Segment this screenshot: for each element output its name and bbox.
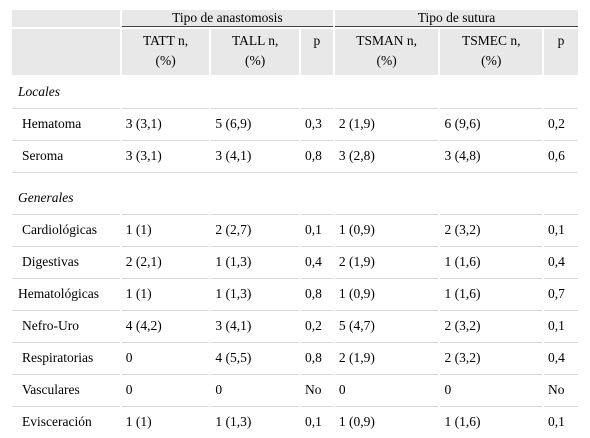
table-row: Evisceración 1 (1) 1 (1,3) 0,1 1 (0,9) 1… (12, 406, 578, 436)
cell-tatt: 2 (2,1) (121, 246, 210, 276)
table-row: Hematoma 3 (3,1) 5 (6,9) 0,3 2 (1,9) 6 (… (12, 108, 578, 138)
row-label: Nefro-Uro (12, 310, 120, 340)
col-header-p1: p (300, 29, 333, 75)
cell-p2: 0,2 (544, 108, 578, 138)
header-label-blank (12, 29, 120, 75)
table-row: Hematológicas 1 (1) 1 (1,3) 0,8 1 (0,9) … (12, 278, 578, 308)
cell-tsmec: 0 (440, 374, 543, 404)
table-row: Vasculares 0 0 No 0 0 No (12, 374, 578, 404)
cell-p1: 0,4 (300, 246, 333, 276)
row-label: Hematológicas (12, 278, 120, 308)
header-group-sutura: Tipo de sutura (334, 10, 578, 27)
row-label: Vasculares (12, 374, 120, 404)
col-header-tsmec-line1: TSMEC n, (462, 33, 521, 48)
header-group-row: Tipo de anastomosis Tipo de sutura (12, 10, 578, 27)
cell-p1: 0,8 (300, 342, 333, 372)
header-column-row: TATT n, (%) TALL n, (%) p TSMAN n, (%) TSME… (12, 29, 578, 75)
cell-tsmec: 1 (1,6) (440, 246, 543, 276)
col-header-tsman-line1: TSMAN n, (356, 33, 418, 48)
cell-tatt: 3 (3,1) (121, 108, 210, 138)
section-title: Generales (18, 189, 74, 205)
table-row: Nefro-Uro 4 (4,2) 3 (4,1) 0,2 5 (4,7) 2 … (12, 310, 578, 340)
cell-p1: 0,8 (300, 278, 333, 308)
cell-p2: 0,4 (544, 342, 578, 372)
col-header-tall-line1: TALL n, (231, 33, 279, 48)
cell-tall: 1 (1,3) (211, 406, 299, 436)
table-row: Cardiológicas 1 (1) 2 (2,7) 0,1 1 (0,9) … (12, 214, 578, 244)
header-group-anastomosis: Tipo de anastomosis (121, 10, 333, 27)
header-corner (12, 10, 120, 27)
table-row: Respiratorias 0 4 (5,5) 0,8 2 (1,9) 2 (3… (12, 342, 578, 372)
col-header-tsman: TSMAN n, (%) (334, 29, 439, 75)
col-header-tsmec: TSMEC n, (%) (440, 29, 543, 75)
cell-tall: 5 (6,9) (211, 108, 299, 138)
cell-p1: No (300, 374, 333, 404)
section-header-generales: Generales (12, 183, 578, 212)
col-header-tsman-line2: (%) (376, 53, 397, 68)
col-header-tsmec-line2: (%) (481, 53, 502, 68)
cell-tall: 0 (211, 374, 299, 404)
cell-tsmec: 6 (9,6) (440, 108, 543, 138)
col-header-tall: TALL n, (%) (211, 29, 299, 75)
cell-tatt: 0 (121, 374, 210, 404)
cell-tsman: 2 (1,9) (334, 246, 439, 276)
cell-p2: 0,4 (544, 246, 578, 276)
cell-tsman: 5 (4,7) (334, 310, 439, 340)
row-label: Seroma (12, 140, 120, 170)
cell-p1: 0,8 (300, 140, 333, 170)
table-row: Digestivas 2 (2,1) 1 (1,3) 0,4 2 (1,9) 1… (12, 246, 578, 276)
row-label: Hematoma (12, 108, 120, 138)
cell-p1: 0,1 (300, 214, 333, 244)
cell-tsman: 1 (0,9) (334, 214, 439, 244)
spacer-row (12, 172, 578, 181)
cell-tall: 1 (1,3) (211, 278, 299, 308)
col-header-tatt-line2: (%) (155, 53, 176, 68)
cell-tsman: 3 (2,8) (334, 140, 439, 170)
cell-tatt: 1 (1) (121, 406, 210, 436)
cell-tsmec: 1 (1,6) (440, 278, 543, 308)
cell-tsman: 1 (0,9) (334, 278, 439, 308)
section-title: Locales (18, 83, 60, 99)
cell-tatt: 1 (1) (121, 278, 210, 308)
cell-tall: 3 (4,1) (211, 140, 299, 170)
cell-tsmec: 1 (1,6) (440, 406, 543, 436)
cell-tsman: 1 (0,9) (334, 406, 439, 436)
cell-tsmec: 2 (3,2) (440, 342, 543, 372)
row-label: Cardiológicas (12, 214, 120, 244)
cell-tsmec: 3 (4,8) (440, 140, 543, 170)
row-label: Evisceración (12, 406, 120, 436)
cell-p2: 0,1 (544, 214, 578, 244)
cell-tatt: 1 (1) (121, 214, 210, 244)
col-header-tatt: TATT n, (%) (121, 29, 210, 75)
cell-p2: 0,6 (544, 140, 578, 170)
cell-tsman: 2 (1,9) (334, 108, 439, 138)
col-header-tall-line2: (%) (245, 53, 266, 68)
cell-tsman: 2 (1,9) (334, 342, 439, 372)
cell-tsman: 0 (334, 374, 439, 404)
spacer-cell (12, 172, 578, 181)
cell-tatt: 3 (3,1) (121, 140, 210, 170)
cell-tsmec: 2 (3,2) (440, 214, 543, 244)
table-row: Seroma 3 (3,1) 3 (4,1) 0,8 3 (2,8) 3 (4,… (12, 140, 578, 170)
cell-p1: 0,1 (300, 406, 333, 436)
cell-tall: 1 (1,3) (211, 246, 299, 276)
cell-p2: 0,1 (544, 310, 578, 340)
cell-p1: 0,3 (300, 108, 333, 138)
cell-tsmec: 2 (3,2) (440, 310, 543, 340)
cell-tatt: 0 (121, 342, 210, 372)
complications-table: Tipo de anastomosis Tipo de sutura TATT … (10, 8, 580, 438)
cell-p2: 0,1 (544, 406, 578, 436)
col-header-p2: p (544, 29, 578, 75)
section-header-locales: Locales (12, 77, 578, 106)
row-label: Digestivas (12, 246, 120, 276)
cell-p2: 0,7 (544, 278, 578, 308)
cell-tall: 4 (5,5) (211, 342, 299, 372)
cell-tall: 3 (4,1) (211, 310, 299, 340)
row-label: Respiratorias (12, 342, 120, 372)
col-header-tatt-line1: TATT n, (143, 33, 189, 48)
cell-p1: 0,2 (300, 310, 333, 340)
cell-tatt: 4 (4,2) (121, 310, 210, 340)
cell-p2: No (544, 374, 578, 404)
cell-tall: 2 (2,7) (211, 214, 299, 244)
